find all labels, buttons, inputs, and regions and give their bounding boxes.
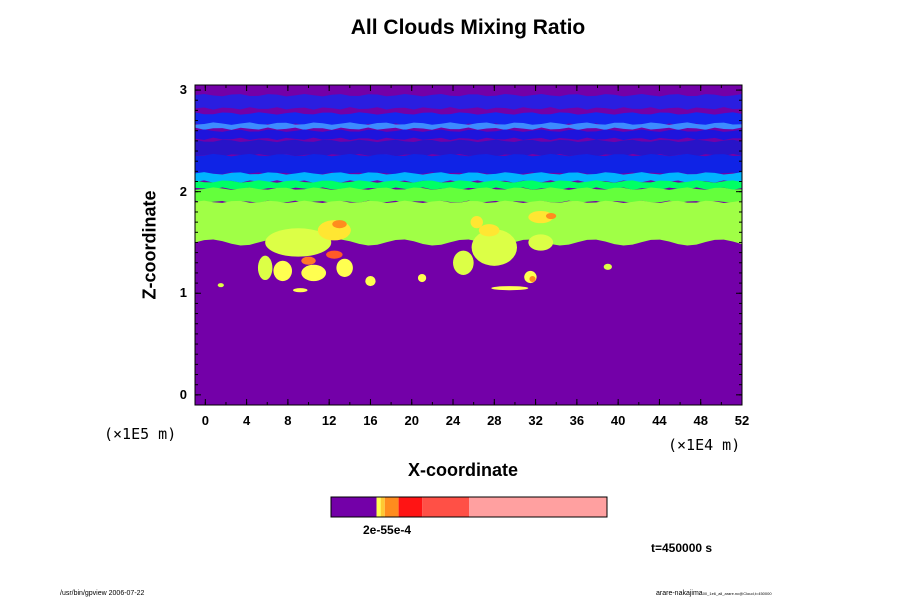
footer-author-name: arare-nakajima xyxy=(656,590,703,597)
plot-frame xyxy=(194,84,743,406)
colorbar-segment xyxy=(469,497,607,517)
cloud-feature xyxy=(301,256,316,265)
cloud-feature xyxy=(265,228,332,257)
cloud-feature xyxy=(273,260,293,282)
axis-ticks xyxy=(195,85,743,405)
colorbar-segment xyxy=(398,497,423,517)
contour-band xyxy=(195,172,742,183)
colorbar-segment xyxy=(380,497,385,517)
contour-band xyxy=(195,153,742,175)
cloud-feature xyxy=(332,220,347,229)
contour-band xyxy=(195,139,742,157)
cloud-feature xyxy=(471,229,518,266)
colorbar-segment xyxy=(422,497,469,517)
colorbar-segment xyxy=(331,497,377,517)
cloud-feature xyxy=(365,275,376,287)
colorbar-segment xyxy=(384,497,399,517)
x-tick-label: 48 xyxy=(693,413,708,428)
cloud-feature xyxy=(293,288,308,293)
y-tick-label: 2 xyxy=(179,183,187,199)
cloud-feature xyxy=(470,216,483,229)
y-axis-unit: (×1E5 m) xyxy=(104,425,177,443)
colorbar xyxy=(330,496,608,518)
x-tick-label: 8 xyxy=(284,413,292,428)
colorbar-segment xyxy=(376,497,381,517)
chart-title: All Clouds Mixing Ratio xyxy=(350,16,586,39)
contour-band xyxy=(195,122,742,130)
cloud-feature xyxy=(336,258,353,277)
cloud-feature xyxy=(603,263,612,270)
cloud-feature xyxy=(453,250,474,275)
cloud-feature xyxy=(545,213,557,220)
plot-content xyxy=(195,85,742,405)
footer-author: arare-nakajima00_1e6_all_arare.nc@Cloud,… xyxy=(656,590,772,597)
y-axis-label: Z-coordinate xyxy=(139,190,160,300)
x-tick-label: 20 xyxy=(404,413,419,428)
x-tick-label: 36 xyxy=(569,413,585,428)
y-tick-label: 0 xyxy=(179,386,187,402)
cloud-feature xyxy=(217,283,224,288)
footer-source: 00_1e6_all_arare.nc@Cloud,t=450000 xyxy=(702,591,772,596)
x-tick-label: 52 xyxy=(734,413,750,428)
cloud-feature xyxy=(528,234,554,251)
cloud-feature xyxy=(257,255,273,281)
cloud-feature xyxy=(478,224,500,237)
cloud-feature xyxy=(417,273,427,283)
x-tick-label: 44 xyxy=(652,413,667,428)
timestamp: t=450000 s xyxy=(651,541,713,555)
x-axis-unit: (×1E4 m) xyxy=(668,436,741,454)
y-tick-label: 1 xyxy=(179,285,187,301)
x-axis-label: X-coordinate xyxy=(408,460,519,480)
x-tick-label: 12 xyxy=(321,413,337,428)
x-tick-label: 4 xyxy=(242,413,251,428)
y-tick-label: 3 xyxy=(179,82,187,98)
colorbar-frame xyxy=(330,496,608,518)
x-tick-label: 16 xyxy=(363,413,378,428)
contour-band xyxy=(195,112,742,126)
cloud-feature xyxy=(301,264,327,282)
cloud-feature xyxy=(528,210,554,224)
contour-band xyxy=(195,187,742,204)
cloud-feature xyxy=(529,275,536,283)
x-tick-label: 0 xyxy=(201,413,209,428)
contour-band xyxy=(195,129,742,141)
x-tick-label: 32 xyxy=(528,413,543,428)
x-tick-label: 24 xyxy=(445,413,461,428)
contour-band xyxy=(195,93,742,110)
colorbar-label: 2e-55e-4 xyxy=(363,523,412,537)
cloud-feature xyxy=(491,286,529,291)
footer-command: /usr/bin/gpview 2006-07-22 xyxy=(60,590,145,597)
x-tick-label: 28 xyxy=(487,413,502,428)
contour-band xyxy=(195,180,742,190)
x-tick-label: 40 xyxy=(610,413,626,428)
cloud-feature xyxy=(326,250,343,259)
